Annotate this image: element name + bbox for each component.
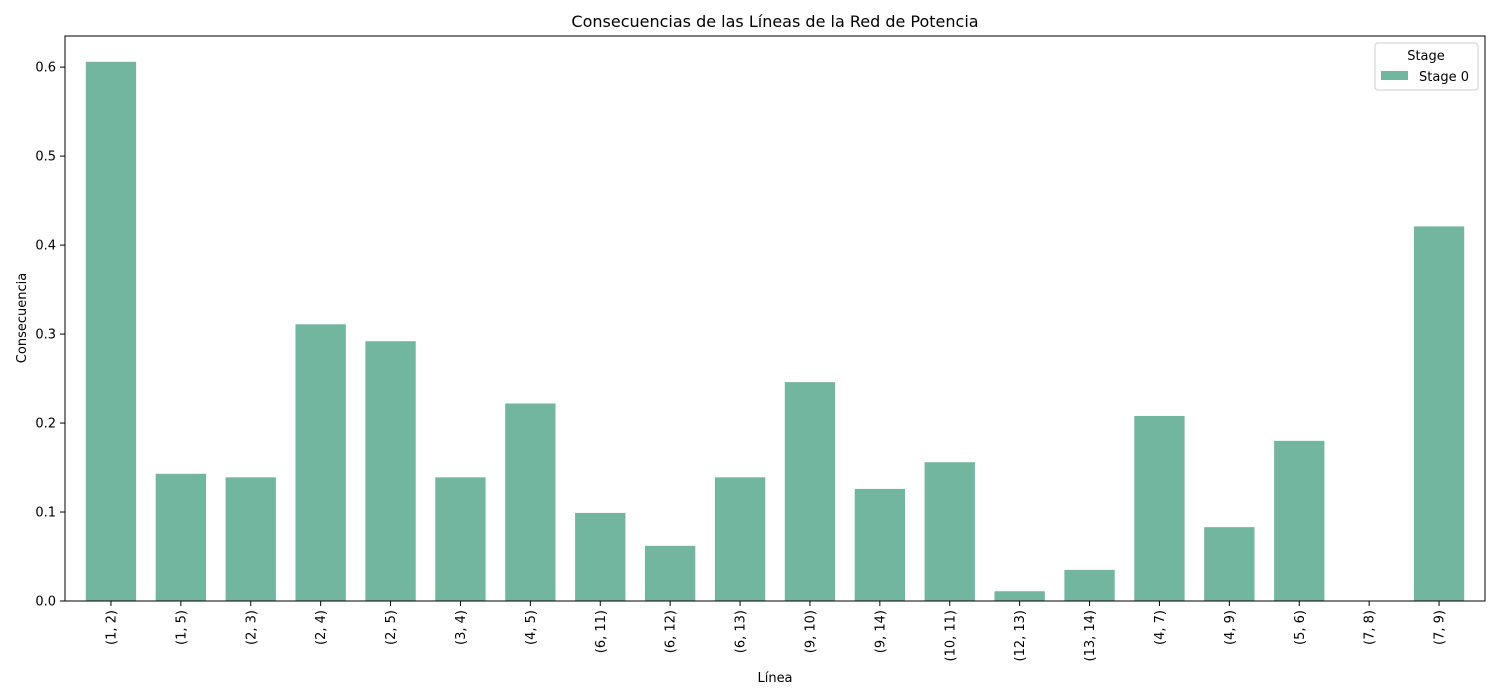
x-tick-label: (6, 11) (594, 610, 609, 653)
bar (225, 477, 276, 601)
x-tick-label: (3, 4) (454, 610, 469, 645)
x-tick-label: (2, 4) (314, 610, 329, 645)
bar (644, 545, 696, 601)
x-tick-label: (1, 5) (174, 610, 189, 645)
legend-entry: Stage 0 (1419, 70, 1469, 85)
y-tick-label: 0.5 (35, 150, 56, 165)
legend-title: Stage (1407, 49, 1445, 64)
x-tick-label: (10, 11) (943, 610, 958, 662)
x-tick-label: (12, 13) (1013, 610, 1028, 662)
x-tick-label: (7, 9) (1433, 610, 1448, 645)
x-tick-label: (4, 7) (1153, 610, 1168, 645)
x-tick-label: (5, 6) (1293, 610, 1308, 645)
y-tick-label: 0.4 (35, 239, 56, 254)
bar (85, 61, 137, 601)
x-tick-label: (9, 14) (873, 610, 888, 653)
x-tick-label: (4, 5) (524, 610, 539, 645)
x-tick-label: (6, 12) (664, 610, 679, 653)
bar (1274, 440, 1325, 601)
x-tick-label: (2, 5) (384, 610, 399, 645)
bar (994, 591, 1045, 601)
x-tick-label: (7, 8) (1363, 610, 1378, 645)
plot-frame (64, 35, 1486, 602)
bar (1134, 415, 1185, 601)
y-tick-label: 0.6 (35, 61, 56, 76)
bar (1064, 569, 1115, 601)
y-tick-label: 0.2 (35, 417, 56, 432)
bar (435, 477, 486, 601)
bar (505, 403, 556, 601)
y-axis-label: Consecuencia (15, 273, 30, 363)
bar (854, 488, 906, 601)
bar (155, 473, 207, 601)
bar (1204, 527, 1255, 601)
y-axis: 0.0 0.1 0.2 0.3 0.4 0.5 0.6 (35, 61, 65, 610)
bar (365, 341, 416, 601)
chart-title: Consecuencias de las Líneas de la Red de… (571, 12, 978, 31)
bars (85, 61, 1465, 601)
bar (924, 462, 975, 601)
legend-swatch (1381, 71, 1408, 80)
bar (295, 324, 346, 601)
x-tick-label: (1, 2) (104, 610, 119, 645)
x-tick-label: (4, 9) (1223, 610, 1238, 645)
bar (784, 382, 836, 601)
bar (575, 512, 626, 601)
y-tick-label: 0.3 (35, 328, 56, 343)
legend: Stage Stage 0 (1374, 42, 1479, 91)
x-tick-label: (13, 14) (1083, 610, 1098, 662)
y-tick-label: 0.0 (35, 595, 56, 610)
bar (1413, 226, 1465, 601)
bar (714, 477, 766, 601)
x-axis: (1, 2) (1, 5) (2, 3) (2, 4) (2, 5) (3, 4) (4, … (104, 601, 1448, 662)
x-tick-label: (2, 3) (244, 610, 259, 645)
y-tick-label: 0.1 (35, 506, 56, 521)
x-tick-label: (9, 10) (803, 610, 818, 653)
x-axis-label: Línea (757, 671, 792, 686)
x-tick-label: (6, 13) (734, 610, 749, 653)
